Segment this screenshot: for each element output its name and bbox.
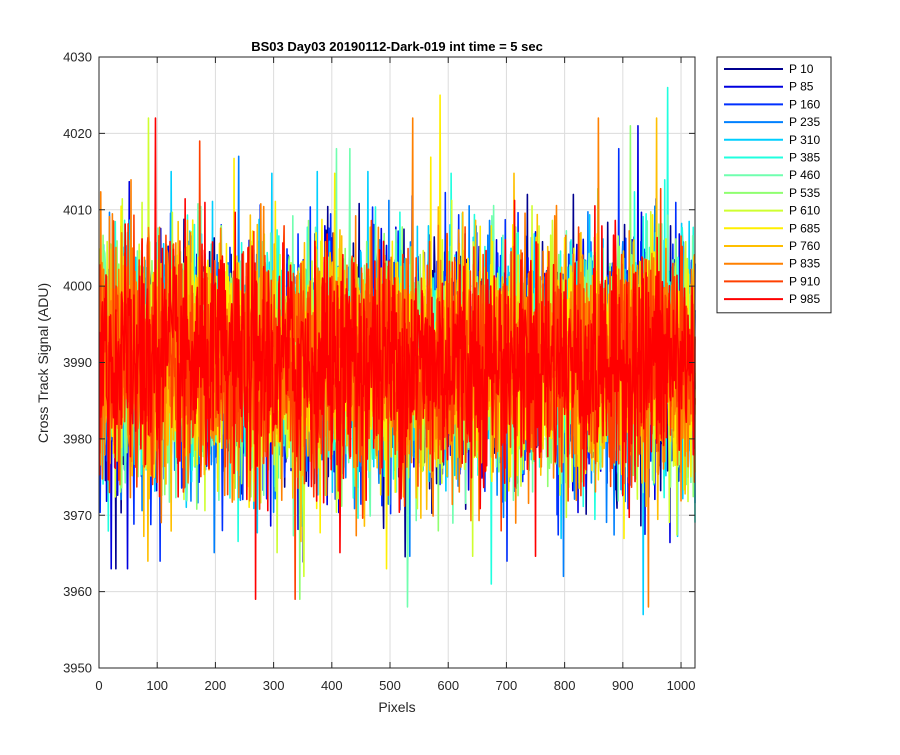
- x-tick-label: 300: [263, 678, 285, 693]
- legend-entry-label: P 760: [789, 239, 820, 253]
- legend-entry-label: P 685: [789, 221, 820, 235]
- y-tick-label: 4010: [63, 202, 92, 217]
- axis-ticks: 0 100 200 300 400 500 600 700 800 900 1000 3950 3960…: [63, 50, 695, 694]
- legend-entry-label: P 610: [789, 204, 820, 218]
- legend-entry-label: P 235: [789, 115, 820, 129]
- x-tick-label: 600: [437, 678, 459, 693]
- legend: P 10 P 85 P 160 P 235 P 310 P 385 P 460 P 535 P …: [716, 56, 832, 314]
- y-tick-label: 3980: [63, 431, 92, 446]
- x-tick-label: 1000: [667, 678, 696, 693]
- legend-entry-label: P 985: [789, 292, 820, 306]
- legend-box: [716, 56, 832, 314]
- legend-entry-label: P 535: [789, 186, 820, 200]
- y-tick-label: 3990: [63, 355, 92, 370]
- y-tick-label: 3950: [63, 661, 92, 676]
- x-tick-label: 700: [496, 678, 518, 693]
- x-tick-label: 500: [379, 678, 401, 693]
- x-tick-label: 0: [95, 678, 102, 693]
- x-tick-label: 400: [321, 678, 343, 693]
- y-axis-title: Cross Track Signal (ADU): [35, 283, 51, 443]
- x-tick-label: 200: [205, 678, 227, 693]
- y-tick-label: 4030: [63, 50, 92, 65]
- y-tick-label: 3970: [63, 508, 92, 523]
- x-tick-label: 100: [146, 678, 168, 693]
- y-tick-label: 4020: [63, 126, 92, 141]
- legend-entry-label: P 460: [789, 168, 820, 182]
- legend-entry-label: P 835: [789, 257, 820, 271]
- legend-entry-label: P 10: [789, 62, 814, 76]
- legend-entry-label: P 310: [789, 133, 820, 147]
- legend-entry-label: P 160: [789, 97, 820, 111]
- x-tick-label: 900: [612, 678, 634, 693]
- legend-entry-label: P 85: [789, 80, 814, 94]
- x-axis-title: Pixels: [378, 699, 415, 715]
- y-tick-label: 3960: [63, 584, 92, 599]
- series-group: [98, 86, 696, 616]
- legend-entry-label: P 385: [789, 151, 820, 165]
- x-tick-label: 800: [554, 678, 576, 693]
- chart-title: BS03 Day03 20190112-Dark-019 int time = …: [251, 39, 543, 54]
- series-line-p-985: [98, 117, 696, 601]
- legend-entry-label: P 910: [789, 274, 820, 288]
- y-tick-label: 4000: [63, 279, 92, 294]
